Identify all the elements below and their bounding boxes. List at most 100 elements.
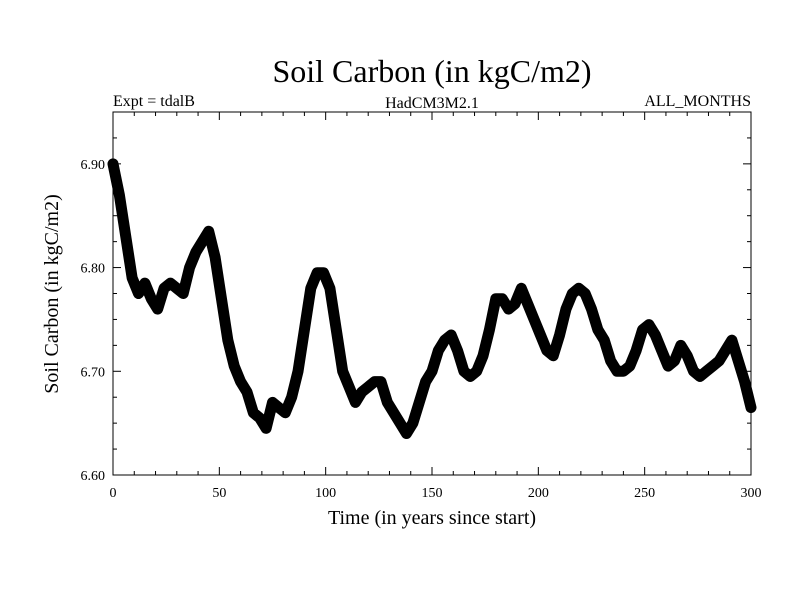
data-point xyxy=(570,292,574,295)
data-point xyxy=(526,302,530,306)
tick-labels: 0 50 100 150 200 250 300 6.60 6.70 6.80 6.90 xyxy=(81,158,762,501)
chart-title: Soil Carbon (in kgC/m2) xyxy=(272,53,591,89)
data-point xyxy=(545,349,549,353)
data-point xyxy=(404,432,408,436)
y-tick-label: 6.70 xyxy=(81,365,106,380)
data-point xyxy=(551,354,555,358)
plot-frame xyxy=(112,111,752,476)
data-point xyxy=(711,364,715,368)
x-tick-label: 250 xyxy=(634,486,655,501)
data-point xyxy=(296,369,300,373)
data-point xyxy=(143,281,147,285)
data-point xyxy=(424,380,428,384)
data-point xyxy=(239,380,243,384)
data-point xyxy=(647,323,651,327)
data-point xyxy=(487,328,491,332)
months-label: ALL_MONTHS xyxy=(644,93,751,110)
model-label: HadCM3M2.1 xyxy=(385,95,479,112)
data-point xyxy=(723,349,727,353)
y-tick-label: 6.60 xyxy=(81,469,106,484)
data-point xyxy=(334,328,338,332)
data-point xyxy=(207,229,211,233)
data-point xyxy=(698,374,702,378)
data-point xyxy=(481,354,485,358)
data-point xyxy=(347,385,351,389)
x-tick-label: 150 xyxy=(422,486,443,501)
data-point xyxy=(583,292,587,295)
data-point xyxy=(743,380,747,384)
data-point xyxy=(653,333,657,337)
data-point xyxy=(156,307,160,311)
data-point xyxy=(264,426,268,430)
data-point xyxy=(519,286,523,290)
data-point xyxy=(436,349,440,353)
data-point xyxy=(385,400,389,404)
data-point xyxy=(411,421,415,425)
series-line xyxy=(112,163,752,435)
data-point xyxy=(685,354,689,358)
data-point xyxy=(315,271,319,275)
y-tick-label: 6.90 xyxy=(81,158,106,173)
data-point xyxy=(360,390,364,394)
data-point xyxy=(181,292,185,295)
data-point xyxy=(271,400,274,404)
data-point xyxy=(532,317,536,321)
data-point xyxy=(219,297,223,301)
data-point xyxy=(124,234,128,238)
data-point xyxy=(290,395,294,399)
data-point xyxy=(468,374,472,378)
data-point xyxy=(398,421,402,425)
data-point xyxy=(175,286,179,290)
data-point xyxy=(430,369,434,373)
data-point xyxy=(117,193,121,197)
data-point xyxy=(507,307,511,311)
data-point xyxy=(538,333,542,337)
data-point xyxy=(137,292,141,295)
data-point xyxy=(736,359,740,363)
y-axis-label: Soil Carbon (in kgC/m2) xyxy=(41,194,63,393)
data-point xyxy=(417,400,421,404)
data-point xyxy=(621,369,625,373)
data-point xyxy=(449,333,453,337)
data-point xyxy=(232,364,236,368)
data-point xyxy=(500,297,504,301)
x-tick-label: 200 xyxy=(528,486,549,501)
data-point xyxy=(602,338,606,342)
data-point xyxy=(283,411,287,415)
x-axis-label: Time (in years since start) xyxy=(328,507,536,529)
y-tick-label: 6.80 xyxy=(81,262,106,277)
x-tick-label: 100 xyxy=(315,486,336,501)
data-point xyxy=(168,281,172,285)
data-point xyxy=(666,364,670,368)
data-point xyxy=(341,369,345,373)
data-point xyxy=(258,416,262,420)
x-tick-label: 0 xyxy=(110,486,117,501)
data-point xyxy=(577,286,581,290)
data-point xyxy=(494,297,498,301)
data-point xyxy=(730,338,734,342)
data-point xyxy=(564,307,568,311)
data-point xyxy=(226,338,230,342)
data-point xyxy=(443,338,447,342)
data-point xyxy=(704,369,708,373)
x-tick-label: 300 xyxy=(741,486,762,501)
data-point xyxy=(634,349,638,353)
experiment-label: Expt = tdalB xyxy=(113,93,195,110)
data-point xyxy=(251,411,255,415)
data-point xyxy=(475,369,479,373)
data-series xyxy=(107,158,757,440)
data-point xyxy=(462,369,466,373)
axis-ticks xyxy=(112,111,752,476)
data-point xyxy=(245,390,249,394)
data-point xyxy=(373,380,377,384)
data-point xyxy=(309,286,313,290)
data-point xyxy=(717,359,721,363)
data-point xyxy=(353,400,357,404)
data-point xyxy=(456,349,460,353)
data-point xyxy=(660,349,664,353)
data-point xyxy=(692,369,696,373)
data-point xyxy=(194,250,198,254)
data-point xyxy=(609,359,613,363)
data-point xyxy=(322,271,326,275)
